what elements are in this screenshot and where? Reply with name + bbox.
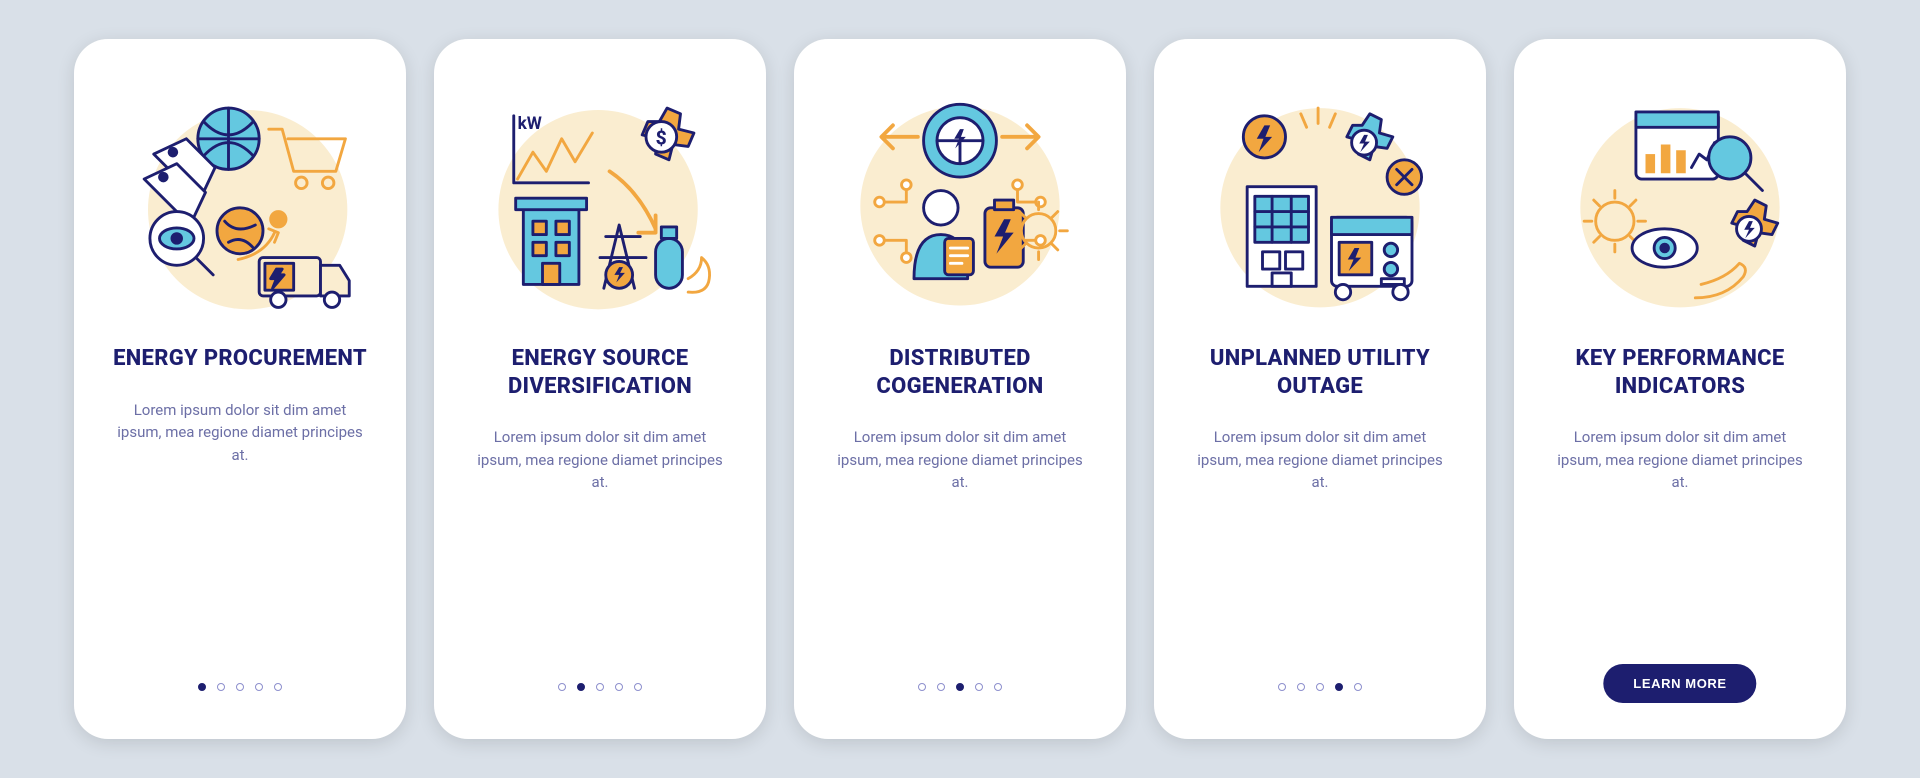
svg-text:kW: kW xyxy=(518,114,542,134)
pager-dot-1[interactable] xyxy=(1278,683,1286,691)
card-body: Lorem ipsum dolor sit dim amet ipsum, me… xyxy=(115,399,365,467)
key-performance-indicators-icon xyxy=(1565,87,1795,317)
energy-source-diversification-icon: kW $ xyxy=(485,87,715,317)
pager-dot-4[interactable] xyxy=(615,683,623,691)
pager-dot-3[interactable] xyxy=(236,683,244,691)
pager xyxy=(74,683,406,691)
learn-more-button[interactable]: LEARN MORE xyxy=(1603,664,1756,703)
pager-dot-4[interactable] xyxy=(975,683,983,691)
card-title: Energy Source Diversification xyxy=(470,345,730,400)
pager-dot-3[interactable] xyxy=(596,683,604,691)
pager-dot-2[interactable] xyxy=(1297,683,1305,691)
pager-dot-1[interactable] xyxy=(558,683,566,691)
pager-dot-5[interactable] xyxy=(1354,683,1362,691)
pager-dot-1[interactable] xyxy=(198,683,206,691)
card-title: Distributed Cogeneration xyxy=(830,345,1090,400)
card-title: Key Performance Indicators xyxy=(1550,345,1810,400)
pager-dot-2[interactable] xyxy=(217,683,225,691)
illustration-energy-procurement xyxy=(125,87,355,317)
pager-dot-5[interactable] xyxy=(634,683,642,691)
pager-dot-2[interactable] xyxy=(937,683,945,691)
pager-dot-3[interactable] xyxy=(956,683,964,691)
distributed-cogeneration-icon xyxy=(845,87,1075,317)
pager-dot-5[interactable] xyxy=(274,683,282,691)
pager-dot-1[interactable] xyxy=(918,683,926,691)
onboarding-card-energy-source-diversification: kW $ xyxy=(434,39,766,739)
svg-text:$: $ xyxy=(656,127,667,150)
pager xyxy=(1154,683,1486,691)
onboarding-card-key-performance-indicators: Key Performance Indicators Lorem ipsum d… xyxy=(1514,39,1846,739)
pager-dot-2[interactable] xyxy=(577,683,585,691)
card-body: Lorem ipsum dolor sit dim amet ipsum, me… xyxy=(1555,426,1805,494)
energy-procurement-icon xyxy=(125,87,355,317)
card-body: Lorem ipsum dolor sit dim amet ipsum, me… xyxy=(835,426,1085,494)
card-body: Lorem ipsum dolor sit dim amet ipsum, me… xyxy=(1195,426,1445,494)
pager-dot-3[interactable] xyxy=(1316,683,1324,691)
illustration-distributed-cogeneration xyxy=(845,87,1075,317)
card-body: Lorem ipsum dolor sit dim amet ipsum, me… xyxy=(475,426,725,494)
pager-dot-4[interactable] xyxy=(255,683,263,691)
onboarding-card-unplanned-utility-outage: Unplanned Utility Outage Lorem ipsum dol… xyxy=(1154,39,1486,739)
pager-dot-4[interactable] xyxy=(1335,683,1343,691)
onboarding-card-energy-procurement: Energy Procurement Lorem ipsum dolor sit… xyxy=(74,39,406,739)
pager-dot-5[interactable] xyxy=(994,683,1002,691)
card-title: Energy Procurement xyxy=(113,345,367,373)
onboarding-card-distributed-cogeneration: Distributed Cogeneration Lorem ipsum dol… xyxy=(794,39,1126,739)
illustration-key-performance-indicators xyxy=(1565,87,1795,317)
card-title: Unplanned Utility Outage xyxy=(1190,345,1450,400)
illustration-unplanned-utility-outage xyxy=(1205,87,1435,317)
pager xyxy=(794,683,1126,691)
unplanned-utility-outage-icon xyxy=(1205,87,1435,317)
pager xyxy=(434,683,766,691)
illustration-energy-source-diversification: kW $ xyxy=(485,87,715,317)
